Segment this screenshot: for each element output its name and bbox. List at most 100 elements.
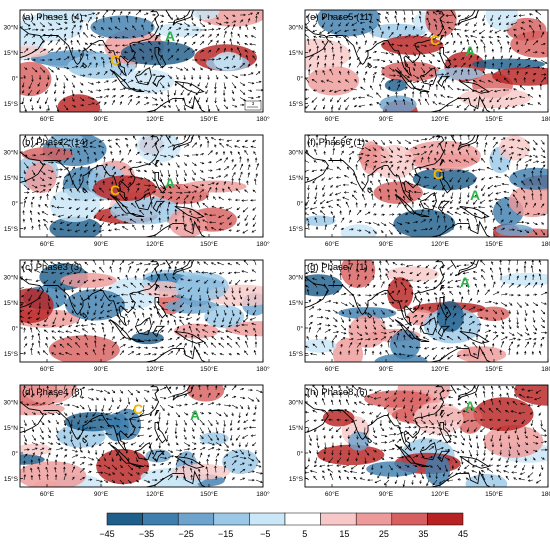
lon-tick-label: 60°E xyxy=(40,115,55,123)
anomaly-shading xyxy=(204,305,244,328)
lat-tick-label: 0° xyxy=(12,75,19,83)
anomaly-shading xyxy=(50,188,100,222)
lon-tick-label: 150°E xyxy=(200,490,218,498)
lon-tick-label: 180° xyxy=(541,365,550,373)
anticyclone-marker: A xyxy=(165,28,175,44)
panel-label: (h) Phase8 (6) xyxy=(307,387,368,398)
lon-tick-label: 180° xyxy=(541,240,550,248)
panel-label: (e) Phase5 (11) xyxy=(307,12,372,23)
lon-tick-label: 120°E xyxy=(146,490,164,498)
lon-tick-label: 90°E xyxy=(94,115,109,123)
lat-tick-label: 30°N xyxy=(3,399,18,407)
cyclone-marker: C xyxy=(433,166,443,182)
lon-tick-label: 60°E xyxy=(325,115,340,123)
anomaly-shading xyxy=(341,224,377,242)
anticyclone-marker: A xyxy=(460,274,470,290)
anomaly-shading xyxy=(49,335,120,364)
lat-tick-label: 30°N xyxy=(3,24,18,32)
lat-tick-label: 15°S xyxy=(4,100,19,108)
colorbar-segment xyxy=(178,513,214,525)
colorbar-segment xyxy=(143,513,179,525)
lon-tick-label: 180° xyxy=(256,115,270,123)
lat-tick-label: 15°S xyxy=(289,100,304,108)
lon-tick-label: 60°E xyxy=(325,490,340,498)
lat-tick-label: 0° xyxy=(12,200,19,208)
lon-tick-label: 60°E xyxy=(40,240,55,248)
lon-tick-label: 120°E xyxy=(431,490,449,498)
lat-tick-label: 15°S xyxy=(4,475,19,483)
lon-tick-label: 150°E xyxy=(485,240,503,248)
lat-tick-label: 0° xyxy=(12,325,19,333)
lat-tick-label: 15°S xyxy=(4,350,19,358)
panel-label: (f) Phase6 (1) xyxy=(307,137,365,148)
lat-tick-label: 15°N xyxy=(3,424,18,432)
lon-tick-label: 60°E xyxy=(325,365,340,373)
lon-tick-label: 150°E xyxy=(485,490,503,498)
colorbar-tick-label: −25 xyxy=(178,529,193,539)
anomaly-shading xyxy=(381,62,439,82)
lon-tick-label: 180° xyxy=(256,365,270,373)
lon-tick-label: 60°E xyxy=(40,365,55,373)
anomaly-shading xyxy=(181,180,246,192)
anomaly-shading xyxy=(22,147,73,162)
anomaly-shading xyxy=(21,368,77,404)
colorbar-segment xyxy=(249,513,285,525)
lat-tick-label: 15°N xyxy=(3,174,18,182)
anomaly-shading xyxy=(187,379,224,401)
anticyclone-marker: A xyxy=(190,407,200,423)
anomaly-shading xyxy=(393,209,455,237)
lon-tick-label: 120°E xyxy=(146,240,164,248)
lat-tick-label: 15°N xyxy=(288,174,303,182)
lat-tick-label: 0° xyxy=(297,75,304,83)
panel-label: (g) Phase7 (1) xyxy=(307,262,368,273)
anomaly-shading xyxy=(61,273,117,288)
colorbar-segment xyxy=(427,513,463,525)
lat-tick-label: 15°S xyxy=(289,475,304,483)
panel-label: (c) Phase3 (3) xyxy=(22,262,82,273)
anomaly-shading xyxy=(496,224,533,236)
lat-tick-label: 30°N xyxy=(288,274,303,282)
colorbar-tick-label: −35 xyxy=(139,529,154,539)
colorbar-segment xyxy=(392,513,428,525)
lat-tick-label: 0° xyxy=(297,450,304,458)
colorbar-tick-label: −45 xyxy=(99,529,114,539)
lon-tick-label: 180° xyxy=(256,240,270,248)
lat-tick-label: 15°N xyxy=(288,299,303,307)
lon-tick-label: 90°E xyxy=(94,490,109,498)
lon-tick-label: 60°E xyxy=(325,240,340,248)
anomaly-shading xyxy=(385,79,407,92)
lon-tick-label: 120°E xyxy=(146,365,164,373)
lon-tick-label: 90°E xyxy=(379,365,394,373)
lon-tick-label: 60°E xyxy=(40,490,55,498)
colorbar-segment xyxy=(107,513,143,525)
colorbar-tick-label: 15 xyxy=(339,529,349,539)
colorbar-tick-label: 35 xyxy=(418,529,428,539)
colorbar-segment xyxy=(285,513,321,525)
lat-tick-label: 0° xyxy=(297,200,304,208)
colorbar-segment xyxy=(321,513,357,525)
lon-tick-label: 150°E xyxy=(485,365,503,373)
anticyclone-marker: A xyxy=(470,187,480,203)
anticyclone-marker: A xyxy=(165,175,175,191)
colorbar-tick-label: 5 xyxy=(302,529,307,539)
lat-tick-label: 0° xyxy=(12,450,19,458)
lat-tick-label: 30°N xyxy=(3,149,18,157)
colorbar-tick-label: −15 xyxy=(218,529,233,539)
lon-tick-label: 120°E xyxy=(431,115,449,123)
lon-tick-label: 180° xyxy=(541,115,550,123)
anomaly-shading xyxy=(317,445,384,465)
cyclone-marker: C xyxy=(110,52,120,68)
lat-tick-label: 30°N xyxy=(288,24,303,32)
lon-tick-label: 150°E xyxy=(200,115,218,123)
lon-tick-label: 120°E xyxy=(431,365,449,373)
panel-label: (b) Phase2 (14) xyxy=(22,137,88,148)
